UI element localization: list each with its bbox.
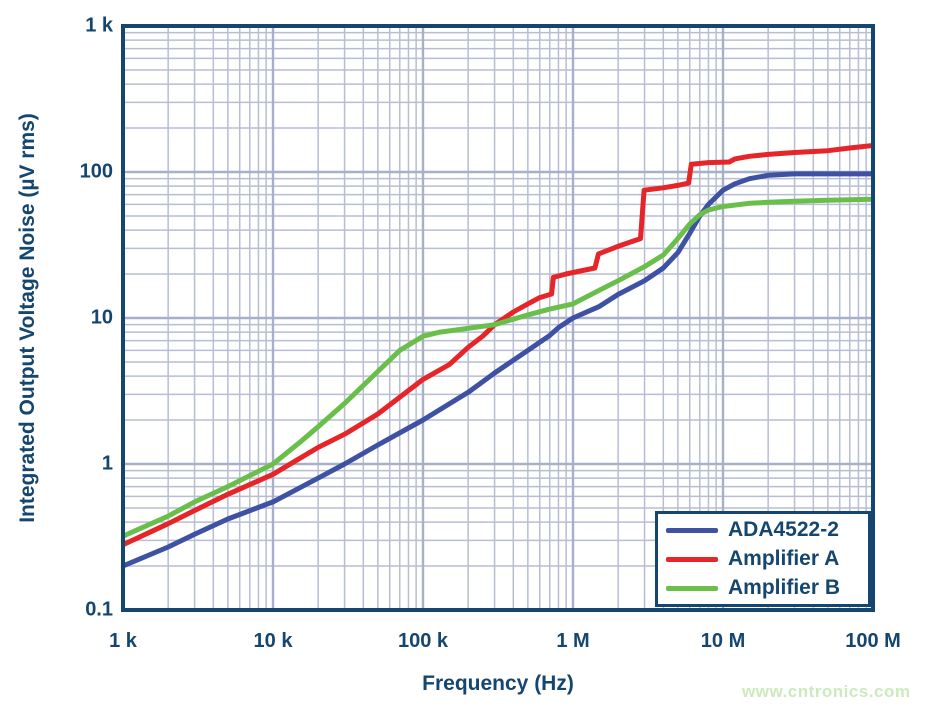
legend-label-2: Amplifier B	[728, 576, 841, 599]
legend-swatch-2	[666, 585, 718, 591]
legend-swatch-1	[666, 556, 718, 562]
x-tick-label-2: 100 k	[397, 630, 449, 652]
chart-legend: ADA4522-2 Amplifier A Amplifier B	[655, 511, 871, 607]
y-tick-label-2: 10	[90, 306, 113, 329]
plot-border	[121, 24, 875, 612]
curve-amplifier-b	[123, 196, 873, 539]
y-tick-label-0: 1 k	[85, 14, 113, 37]
x-tick-label-3: 1 M	[556, 630, 590, 652]
legend-swatch-0	[666, 527, 718, 533]
watermark-text: www.cntronics.com	[742, 682, 911, 701]
x-tick-label-5: 100 M	[845, 630, 901, 652]
legend-label-1: Amplifier A	[728, 547, 840, 570]
legend-item-ada4522-2: ADA4522-2	[666, 518, 868, 541]
curve-ada4522-2	[123, 171, 873, 569]
y-tick-label-3: 1	[101, 452, 113, 475]
curve-amplifier-a	[123, 143, 873, 548]
legend-label-0: ADA4522-2	[728, 518, 839, 541]
legend-item-amplifier-a: Amplifier A	[666, 547, 868, 570]
data-curves	[123, 143, 873, 569]
y-tick-label-1: 100	[79, 160, 113, 183]
x-tick-label-0: 1 k	[109, 630, 137, 652]
x-axis-title: Frequency (Hz)	[422, 672, 574, 695]
y-axis-title: Integrated Output Voltage Noise (µV rms)	[16, 113, 39, 523]
x-tick-label-1: 10 k	[253, 630, 293, 652]
x-tick-label-4: 10 M	[700, 630, 746, 652]
y-tick-label-4: 0.1	[85, 598, 113, 621]
legend-item-amplifier-b: Amplifier B	[666, 576, 868, 599]
